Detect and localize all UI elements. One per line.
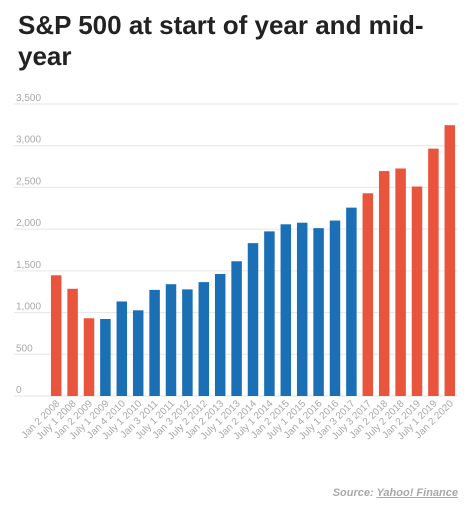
bar xyxy=(296,222,308,396)
y-axis-ticks: 0 500 1,000 1,500 2,000 2,500 3,000 3,500 xyxy=(16,93,41,396)
bar xyxy=(132,310,144,396)
bar xyxy=(280,224,292,396)
source-prefix: Source: xyxy=(332,487,377,499)
y-tick-label: 3,000 xyxy=(16,135,41,146)
bar xyxy=(428,148,439,396)
chart-title: S&P 500 at start of year and mid-year xyxy=(18,10,424,71)
y-tick-label: 2,500 xyxy=(16,176,41,187)
source-credit: Source: Yahoo! Finance xyxy=(333,487,458,499)
bar xyxy=(149,289,160,396)
y-tick-label: 1,000 xyxy=(16,302,41,313)
bar xyxy=(50,275,62,396)
y-tick-label: 1,500 xyxy=(16,260,41,271)
bars xyxy=(50,125,456,396)
bar xyxy=(264,231,275,396)
bar xyxy=(198,282,210,396)
bar xyxy=(100,318,111,396)
bar xyxy=(214,274,226,396)
y-tick-label: 0 xyxy=(16,385,22,396)
bar xyxy=(378,171,390,396)
bar xyxy=(362,193,374,396)
bar xyxy=(231,261,242,396)
bar xyxy=(329,220,341,396)
y-tick-label: 500 xyxy=(16,343,33,354)
bar xyxy=(444,125,456,396)
bar xyxy=(411,186,423,396)
y-tick-label: 3,500 xyxy=(16,93,41,104)
bar xyxy=(182,289,193,396)
bar xyxy=(313,228,324,396)
bar xyxy=(247,243,259,396)
bar xyxy=(346,207,357,396)
bar xyxy=(395,168,406,396)
bar xyxy=(116,301,128,396)
bar xyxy=(67,288,78,396)
source-link[interactable]: Yahoo! Finance xyxy=(376,487,459,499)
bar xyxy=(165,284,177,396)
y-tick-label: 2,000 xyxy=(16,218,41,229)
bar xyxy=(83,318,95,396)
